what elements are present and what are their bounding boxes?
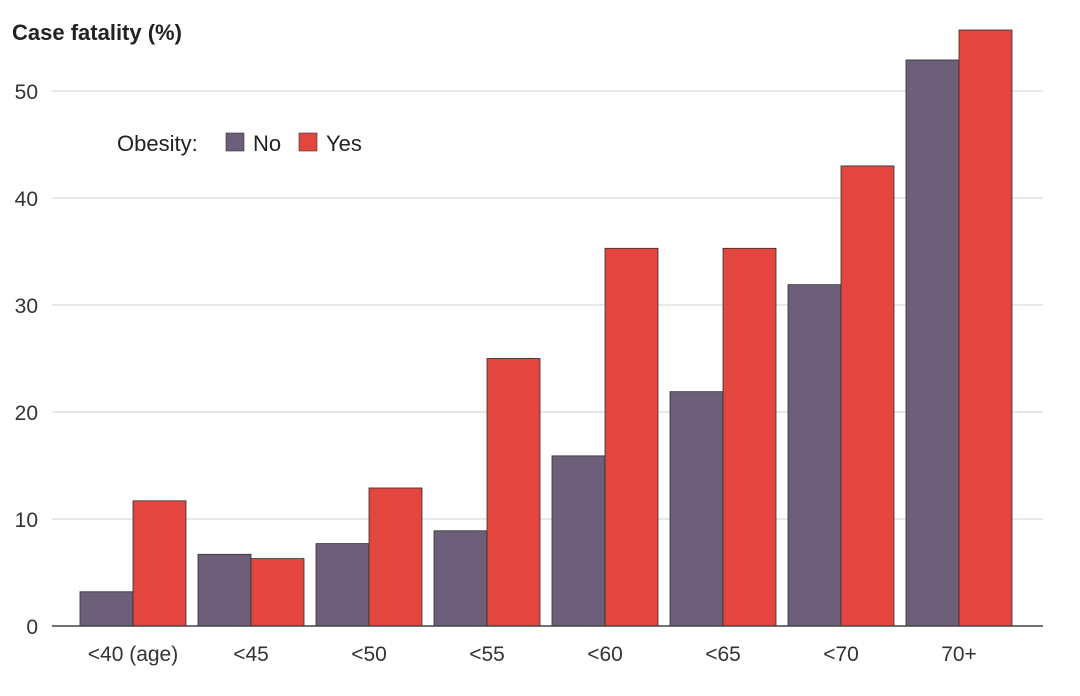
- y-axis-title: Case fatality (%): [12, 20, 182, 45]
- bar-yes-1: [250, 558, 305, 627]
- y-tick-label: 40: [15, 188, 38, 211]
- bar-yes-5: [722, 247, 777, 627]
- legend-swatch-yes: [298, 132, 318, 152]
- bar-yes-4: [604, 247, 659, 627]
- bar-no-2: [315, 543, 370, 627]
- bar-no-6: [787, 284, 842, 627]
- bars: [79, 29, 1013, 627]
- legend: Obesity: No Yes: [117, 131, 362, 156]
- y-tick-label: 10: [15, 509, 38, 532]
- y-tick-label: 0: [26, 616, 38, 639]
- bar-no-5: [669, 391, 724, 627]
- legend-swatch-no: [225, 132, 245, 152]
- bar-yes-6: [840, 165, 895, 627]
- y-tick-label: 30: [15, 295, 38, 318]
- bar-yes-0: [132, 500, 187, 627]
- bar-no-7: [905, 59, 960, 627]
- x-tick-label: <40 (age): [88, 643, 178, 666]
- bar-yes-2: [368, 487, 423, 627]
- bar-no-3: [433, 530, 488, 627]
- y-tick-label: 50: [15, 81, 38, 104]
- x-tick-label: <50: [351, 643, 387, 666]
- x-tick-label: <60: [587, 643, 623, 666]
- legend-title: Obesity:: [117, 131, 198, 156]
- y-tick-labels: 0 10 20 30 40 50: [15, 81, 38, 639]
- legend-label-yes: Yes: [326, 131, 362, 156]
- bar-no-1: [197, 553, 252, 627]
- bar-yes-7: [958, 29, 1013, 627]
- x-tick-labels: <40 (age) <45 <50 <55 <60 <65 <70 70+: [88, 643, 977, 666]
- bar-no-0: [79, 591, 134, 627]
- x-tick-label: 70+: [941, 643, 977, 666]
- x-tick-label: <55: [469, 643, 505, 666]
- bar-no-4: [551, 455, 606, 627]
- x-tick-label: <45: [233, 643, 269, 666]
- x-tick-label: <65: [705, 643, 741, 666]
- x-tick-label: <70: [823, 643, 859, 666]
- bar-yes-3: [486, 358, 541, 627]
- legend-label-no: No: [253, 131, 281, 156]
- y-tick-label: 20: [15, 402, 38, 425]
